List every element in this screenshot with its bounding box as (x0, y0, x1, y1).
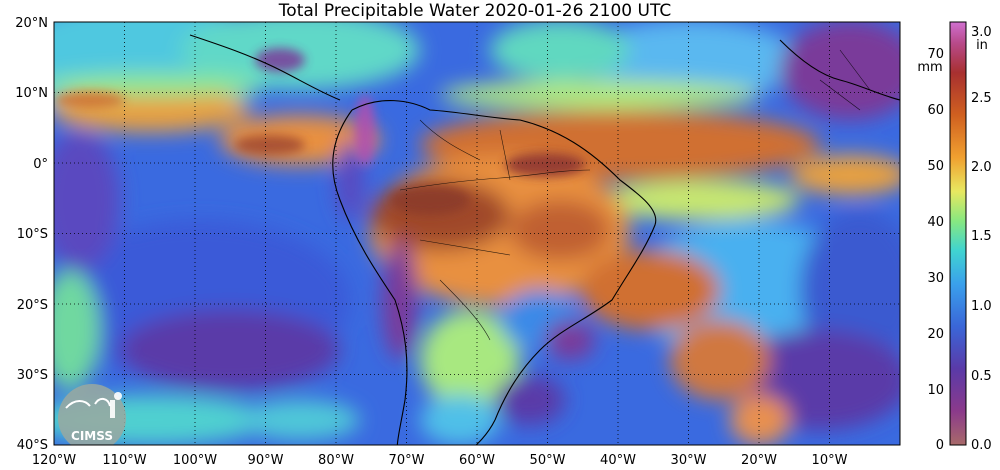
colorbar: mm in 0 10 20 30 40 50 60 70 0.0 0.5 1.0… (917, 21, 992, 453)
borders (399, 49, 871, 341)
lat-label: 10°N (15, 86, 48, 101)
lat-label: 40°S (17, 438, 48, 453)
lon-label: 90°W (248, 453, 284, 468)
map-frame (53, 21, 901, 446)
colorbar-mm-tick: 60 (927, 103, 944, 118)
colorbar-in-tick: 2.5 (971, 91, 992, 106)
colorbar-mm-tick: 40 (927, 215, 944, 230)
colorbar-gradient (949, 21, 967, 446)
graticule (54, 22, 900, 445)
lon-labels: 120°W 110°W 100°W 90°W 80°W 70°W 60°W 50… (32, 453, 848, 468)
colorbar-mm-unit: mm (917, 60, 942, 75)
colorbar-in-ticks: 0.0 0.5 1.0 1.5 2.0 2.5 3.0 (971, 25, 992, 453)
lon-label: 10°W (812, 453, 848, 468)
colorbar-mm-tick: 0 (936, 438, 944, 453)
colorbar-mm-tick: 70 (927, 47, 944, 62)
lon-label: 80°W (318, 453, 354, 468)
colorbar-in-tick: 1.5 (971, 229, 992, 244)
lon-label: 30°W (671, 453, 707, 468)
colorbar-mm-tick: 10 (927, 383, 944, 398)
colorbar-in-tick: 2.0 (971, 160, 992, 175)
lon-label: 40°W (600, 453, 636, 468)
lon-label: 50°W (530, 453, 566, 468)
colorbar-in-tick: 1.0 (971, 299, 992, 314)
lat-label: 0° (33, 157, 48, 172)
colorbar-mm-tick: 30 (927, 271, 944, 286)
lat-label: 10°S (17, 227, 48, 242)
logo-text: CIMSS (71, 429, 113, 443)
lon-label: 70°W (389, 453, 425, 468)
colorbar-in-tick: 0.5 (971, 369, 992, 384)
colorbar-in-unit: in (976, 38, 988, 53)
lon-label: 110°W (102, 453, 146, 468)
coastlines (189, 34, 900, 445)
lon-label: 120°W (32, 453, 76, 468)
colorbar-mm-ticks: 0 10 20 30 40 50 60 70 (927, 47, 944, 453)
lon-label: 100°W (173, 453, 217, 468)
map-title: Total Precipitable Water 2020-01-26 2100… (278, 1, 672, 21)
tpw-field: CIMSS (54, 22, 900, 445)
colorbar-in-tick: 3.0 (971, 25, 992, 40)
colorbar-mm-tick: 20 (927, 327, 944, 342)
lat-label: 20°N (15, 16, 48, 31)
cimss-logo: CIMSS (58, 384, 126, 445)
lat-label: 30°S (17, 368, 48, 383)
lat-labels: 20°N 10°N 0° 10°S 20°S 30°S 40°S (15, 16, 48, 453)
lon-label: 60°W (459, 453, 495, 468)
colorbar-mm-tick: 50 (927, 159, 944, 174)
lat-label: 20°S (17, 298, 48, 313)
lon-label: 20°W (741, 453, 777, 468)
colorbar-in-tick: 0.0 (971, 438, 992, 453)
